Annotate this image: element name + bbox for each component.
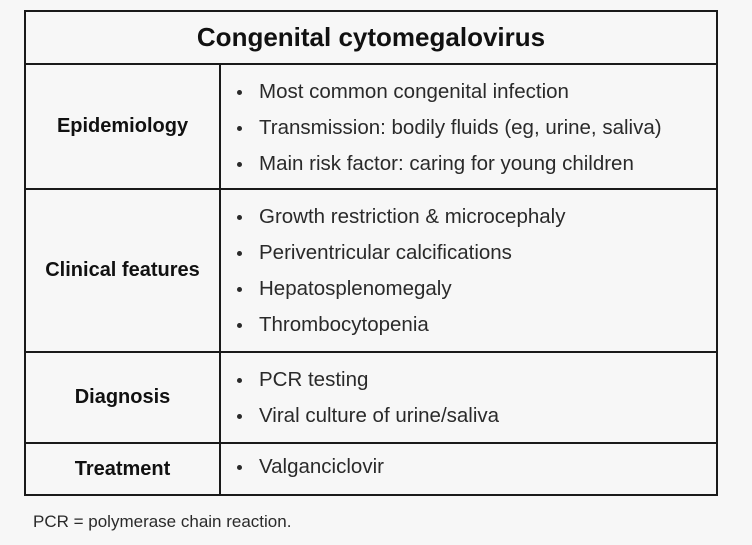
list-item: Main risk factor: caring for young child…: [235, 146, 716, 182]
bullet-list: PCR testing Viral culture of urine/saliv…: [235, 362, 716, 434]
list-item: Growth restriction & microcephaly: [235, 199, 716, 235]
bullet-list: Most common congenital infection Transmi…: [235, 74, 716, 182]
table-row-diagnosis: Diagnosis PCR testing Viral culture of u…: [26, 353, 716, 444]
list-item: PCR testing: [235, 362, 716, 398]
table-row-epidemiology: Epidemiology Most common congenital infe…: [26, 65, 716, 190]
list-item: Valganciclovir: [235, 449, 716, 485]
table-row-treatment: Treatment Valganciclovir: [26, 444, 716, 494]
list-item: Thrombocytopenia: [235, 307, 716, 343]
table-row-clinical-features: Clinical features Growth restriction & m…: [26, 190, 716, 353]
bullet-list: Growth restriction & microcephaly Perive…: [235, 199, 716, 343]
row-label-clinical-features: Clinical features: [26, 190, 221, 351]
cmv-table: Congenital cytomegalovirus Epidemiology …: [24, 10, 718, 496]
row-label-epidemiology: Epidemiology: [26, 65, 221, 188]
row-content-clinical-features: Growth restriction & microcephaly Perive…: [221, 190, 716, 351]
row-content-treatment: Valganciclovir: [221, 444, 716, 494]
list-item: Most common congenital infection: [235, 74, 716, 110]
footnote: PCR = polymerase chain reaction.: [33, 512, 292, 531]
row-content-epidemiology: Most common congenital infection Transmi…: [221, 65, 716, 188]
row-content-diagnosis: PCR testing Viral culture of urine/saliv…: [221, 353, 716, 442]
row-label-diagnosis: Diagnosis: [26, 353, 221, 442]
list-item: Transmission: bodily fluids (eg, urine, …: [235, 110, 716, 146]
list-item: Viral culture of urine/saliva: [235, 398, 716, 434]
bullet-list: Valganciclovir: [235, 449, 716, 485]
row-label-treatment: Treatment: [26, 444, 221, 494]
list-item: Hepatosplenomegaly: [235, 271, 716, 307]
list-item: Periventricular calcifications: [235, 235, 716, 271]
table-title: Congenital cytomegalovirus: [26, 12, 716, 65]
